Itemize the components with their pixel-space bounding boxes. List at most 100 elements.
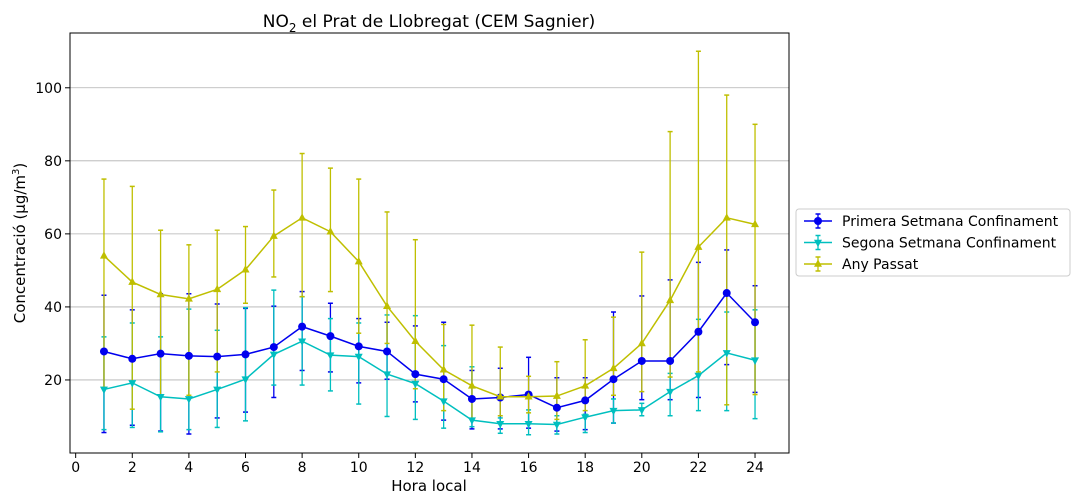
data-point bbox=[722, 350, 731, 358]
y-tick-label: 20 bbox=[44, 373, 62, 389]
series-lines bbox=[99, 213, 760, 430]
data-point bbox=[184, 396, 193, 404]
data-point bbox=[722, 289, 731, 298]
data-point bbox=[383, 347, 392, 356]
legend-label: Segona Setmana Confinament bbox=[842, 236, 1057, 252]
data-point bbox=[581, 381, 590, 389]
data-point bbox=[241, 350, 250, 359]
data-point bbox=[99, 251, 108, 259]
data-point bbox=[637, 356, 646, 365]
y-tick-label: 100 bbox=[35, 81, 62, 97]
data-point bbox=[467, 417, 476, 425]
data-point bbox=[326, 332, 335, 341]
data-point bbox=[694, 242, 703, 250]
data-point bbox=[213, 284, 222, 293]
data-point bbox=[637, 338, 646, 347]
data-point bbox=[184, 294, 193, 302]
data-point bbox=[411, 336, 420, 345]
data-point bbox=[552, 403, 561, 412]
x-tick-label: 12 bbox=[406, 460, 424, 476]
ylabel-main: Concentració (µg/m bbox=[11, 175, 29, 323]
data-point bbox=[666, 388, 675, 397]
data-point bbox=[666, 356, 675, 365]
data-point bbox=[609, 407, 618, 416]
series-line bbox=[103, 291, 756, 409]
data-point bbox=[524, 392, 533, 400]
grid-lines bbox=[70, 87, 789, 381]
data-point bbox=[694, 372, 703, 381]
x-tick-label: 10 bbox=[350, 460, 368, 476]
data-point bbox=[326, 227, 335, 235]
data-point bbox=[326, 352, 335, 360]
x-tick-label: 2 bbox=[128, 460, 137, 476]
data-point bbox=[128, 380, 137, 388]
data-point bbox=[467, 394, 476, 403]
series-line bbox=[103, 340, 756, 426]
data-point bbox=[637, 407, 646, 415]
legend-marker bbox=[814, 217, 822, 225]
ylabel-superscript: 3 bbox=[11, 169, 22, 175]
data-point bbox=[467, 381, 476, 389]
y-tick-label: 40 bbox=[44, 300, 62, 316]
data-point bbox=[298, 322, 307, 331]
data-point bbox=[496, 420, 505, 429]
data-point bbox=[156, 289, 165, 298]
data-point bbox=[213, 386, 222, 395]
x-tick-label: 24 bbox=[746, 460, 764, 476]
data-point bbox=[581, 414, 590, 422]
data-point bbox=[552, 421, 561, 430]
x-tick-label: 6 bbox=[241, 460, 250, 476]
y-tick-label: 80 bbox=[44, 154, 62, 170]
data-point bbox=[666, 295, 675, 304]
data-point bbox=[439, 365, 448, 373]
data-point bbox=[496, 392, 505, 400]
x-tick-label: 18 bbox=[576, 460, 594, 476]
x-tick-label: 14 bbox=[463, 460, 481, 476]
legend-entry: Segona Setmana Confinament bbox=[804, 234, 1057, 252]
x-tick-label: 22 bbox=[690, 460, 708, 476]
x-axis-label: Hora local bbox=[391, 477, 467, 495]
data-point bbox=[213, 352, 222, 361]
data-point bbox=[609, 375, 618, 384]
data-point bbox=[99, 347, 108, 356]
data-point bbox=[269, 343, 278, 352]
title-rest: el Prat de Llobregat (CEM Sagnier) bbox=[297, 12, 596, 32]
title-main: NO bbox=[263, 12, 289, 32]
legend-box bbox=[795, 208, 1071, 277]
data-point bbox=[354, 257, 363, 265]
data-point bbox=[383, 301, 392, 309]
data-point bbox=[439, 375, 448, 384]
data-point bbox=[156, 393, 165, 402]
series-any-passat bbox=[99, 213, 760, 400]
data-point bbox=[99, 386, 108, 395]
title-subscript: 2 bbox=[289, 21, 297, 35]
data-point bbox=[383, 371, 392, 379]
y-tick-label: 60 bbox=[44, 227, 62, 243]
x-tick-label: 20 bbox=[633, 460, 651, 476]
data-point bbox=[298, 213, 307, 221]
legend: Primera Setmana Confinament Segona Setman… bbox=[795, 208, 1071, 277]
data-point bbox=[609, 363, 618, 372]
legend-entry: Primera Setmana Confinament bbox=[804, 213, 1059, 230]
data-point bbox=[524, 420, 533, 429]
data-point bbox=[552, 391, 561, 399]
legend-entry: Any Passat bbox=[804, 256, 919, 273]
data-point bbox=[751, 318, 760, 327]
data-point bbox=[694, 327, 703, 336]
data-point bbox=[184, 351, 193, 360]
data-point bbox=[581, 396, 590, 405]
legend-label: Any Passat bbox=[842, 257, 919, 273]
data-point bbox=[439, 398, 448, 406]
ylabel-rest: ) bbox=[11, 163, 29, 169]
plot-frame bbox=[69, 32, 790, 454]
data-point bbox=[269, 231, 278, 239]
data-point bbox=[751, 357, 760, 365]
data-point bbox=[241, 265, 250, 273]
data-point bbox=[354, 353, 363, 362]
data-point bbox=[269, 351, 278, 359]
x-tick-label: 0 bbox=[71, 460, 80, 476]
data-point bbox=[722, 213, 731, 221]
x-tick-label: 4 bbox=[184, 460, 193, 476]
